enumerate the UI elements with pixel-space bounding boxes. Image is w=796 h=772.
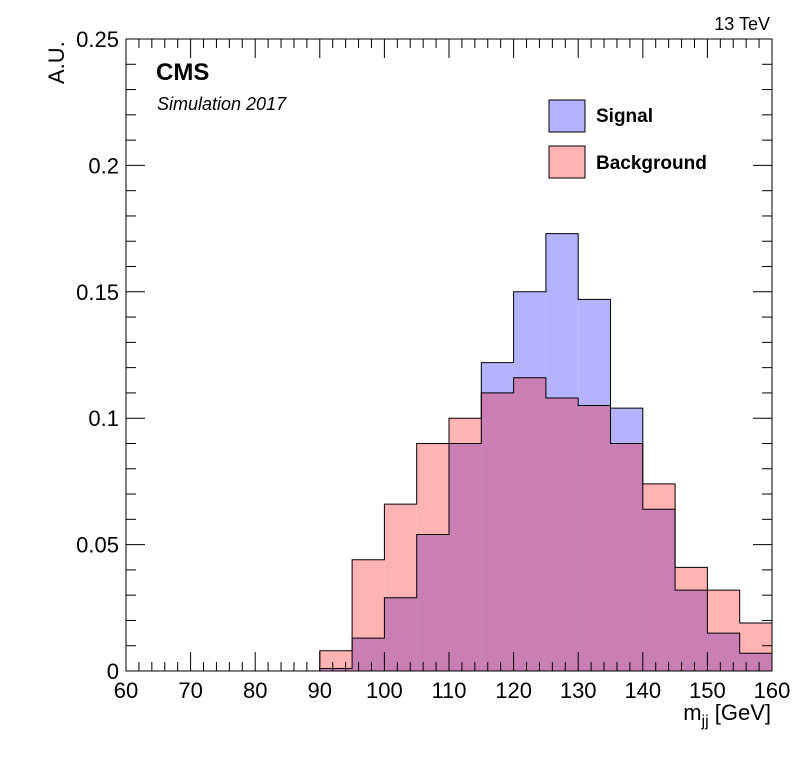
x-tick-label: 130	[560, 678, 597, 703]
x-tick-label: 150	[689, 678, 726, 703]
cms-label: CMS	[156, 59, 209, 86]
y-tick-label: 0.05	[76, 533, 119, 558]
x-tick-label: 160	[754, 678, 791, 703]
overlap-bar	[739, 653, 772, 671]
legend-swatch-background	[548, 145, 586, 179]
overlap-bar	[416, 534, 449, 671]
x-axis-title-subscript: jj	[701, 713, 709, 730]
overlap-bar	[578, 405, 611, 671]
legend-label-signal: Signal	[596, 106, 653, 127]
legend-swatch-signal	[548, 99, 586, 133]
overlap-bar	[513, 377, 546, 671]
background-outline	[319, 377, 773, 671]
legend-label-background: Background	[596, 153, 707, 174]
overlap-bar	[352, 638, 385, 671]
x-tick-label: 90	[308, 678, 332, 703]
plot-frame	[125, 38, 773, 672]
overlap-bar	[642, 509, 676, 671]
x-axis-title: mjj [GeV]	[683, 700, 771, 730]
overlap-bar	[545, 397, 579, 671]
overlap-bar	[319, 668, 353, 671]
x-tick-label: 100	[366, 678, 403, 703]
x-tick-label: 80	[243, 678, 267, 703]
x-tick-label: 60	[114, 678, 138, 703]
x-tick-label: 140	[624, 678, 661, 703]
energy-label: 13 TeV	[714, 14, 770, 34]
overlap-bar	[384, 597, 417, 671]
legend: Signal Background	[548, 99, 707, 179]
y-tick-label: 0.15	[76, 280, 119, 305]
x-axis-title-unit: [GeV]	[709, 700, 771, 725]
y-tick-labels: 0 0.05 0.1 0.15 0.2 0.25	[76, 27, 119, 684]
background-bar	[319, 650, 353, 671]
simulation-label: Simulation 2017	[157, 94, 287, 114]
y-tick-label: 0.2	[88, 153, 119, 178]
signal-outline	[319, 233, 773, 671]
overlap-bar	[675, 590, 708, 671]
y-axis-title: A.U.	[44, 41, 69, 84]
y-tick-label: 0	[107, 659, 119, 684]
y-tick-label: 0.1	[88, 406, 119, 431]
overlap-bar	[449, 443, 482, 671]
y-tick-label: 0.25	[76, 27, 119, 52]
x-tick-labels: 60 70 80 90 100 110 120 130 140 150 160	[114, 678, 791, 703]
overlap-bar	[707, 633, 740, 671]
overlap-bar	[610, 443, 643, 671]
bars-layer	[319, 233, 773, 671]
x-tick-label: 70	[178, 678, 202, 703]
x-axis-title-main: m	[683, 700, 701, 725]
x-tick-label: 110	[431, 678, 466, 703]
x-tick-label: 120	[495, 678, 532, 703]
overlap-bar	[481, 392, 514, 671]
